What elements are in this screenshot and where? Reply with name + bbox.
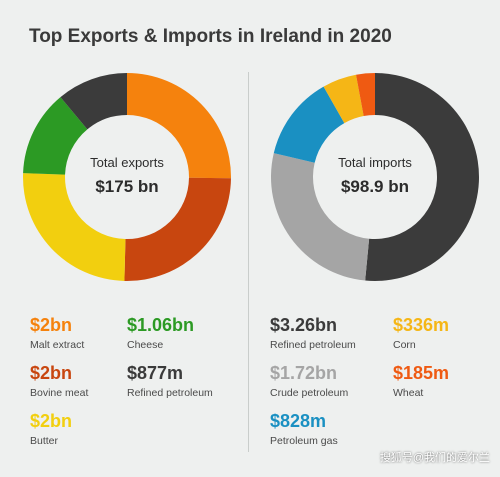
slice-petroleum-gas — [273, 86, 345, 163]
slice-butter — [23, 173, 126, 281]
exports-donut-chart: Total exports $175 bn — [23, 73, 231, 281]
legend-crude-petroleum: $1.72bn Crude petroleum — [270, 363, 348, 399]
legend-bovine-meat: $2bn Bovine meat — [30, 363, 88, 399]
legend-cheese: $1.06bn Cheese — [127, 315, 194, 351]
slice-bovine-meat — [124, 177, 231, 281]
legend-value: $877m — [127, 363, 184, 383]
legend-value: $2bn — [30, 411, 73, 431]
legend-value: $185m — [393, 363, 450, 383]
legend-wheat: $185m Wheat — [393, 363, 449, 399]
slice-refined-petroleum — [365, 73, 479, 281]
legend-value: $1.06bn — [127, 315, 195, 335]
slice-corn — [323, 74, 364, 124]
legend-petroleum-gas: $828m Petroleum gas — [270, 411, 338, 447]
legend-label: Petroleum gas — [270, 435, 338, 447]
legend-label: Butter — [30, 435, 59, 447]
legend-label: Malt extract — [30, 339, 85, 351]
imports-center-label: Total imports — [338, 155, 412, 170]
slice-crude-petroleum — [271, 153, 370, 281]
legend-value: $828m — [270, 411, 327, 431]
legend-corn: $336m Corn — [393, 315, 449, 351]
watermark: 搜狐号@我们的爱尔兰 — [379, 452, 490, 464]
legend-label: Refined petroleum — [127, 387, 213, 399]
slice-refined-petroleum — [60, 73, 127, 130]
slice-wheat — [356, 73, 375, 117]
legend-butter: $2bn Butter — [30, 411, 72, 447]
legend-label: Refined petroleum — [270, 339, 356, 351]
exports-center-label: Total exports — [90, 155, 164, 170]
legend-value: $2bn — [30, 363, 73, 383]
legend-malt-extract: $2bn Malt extract — [30, 315, 84, 351]
legend-value: $1.72bn — [270, 363, 338, 383]
legend-label: Bovine meat — [30, 387, 89, 399]
legend-imports-refined-petroleum: $3.26bn Refined petroleum — [270, 315, 356, 351]
legend-value: $3.26bn — [270, 315, 338, 335]
chart-divider — [248, 72, 249, 452]
legend-label: Cheese — [127, 339, 164, 351]
imports-donut-chart: Total imports $98.9 bn — [271, 73, 479, 281]
chart-title: Top Exports & Imports in Ireland in 2020 — [29, 26, 392, 47]
legend-label: Corn — [393, 339, 416, 351]
slice-malt-extract — [127, 73, 231, 179]
slice-cheese — [23, 97, 88, 175]
imports-center-value: $98.9 bn — [341, 177, 409, 196]
legend-exports-refined-petroleum: $877m Refined petroleum — [127, 363, 213, 399]
exports-center-value: $175 bn — [95, 177, 158, 196]
legend-label: Crude petroleum — [270, 387, 349, 399]
legend-value: $2bn — [30, 315, 73, 335]
legend-value: $336m — [393, 315, 450, 335]
legend-label: Wheat — [393, 387, 424, 399]
